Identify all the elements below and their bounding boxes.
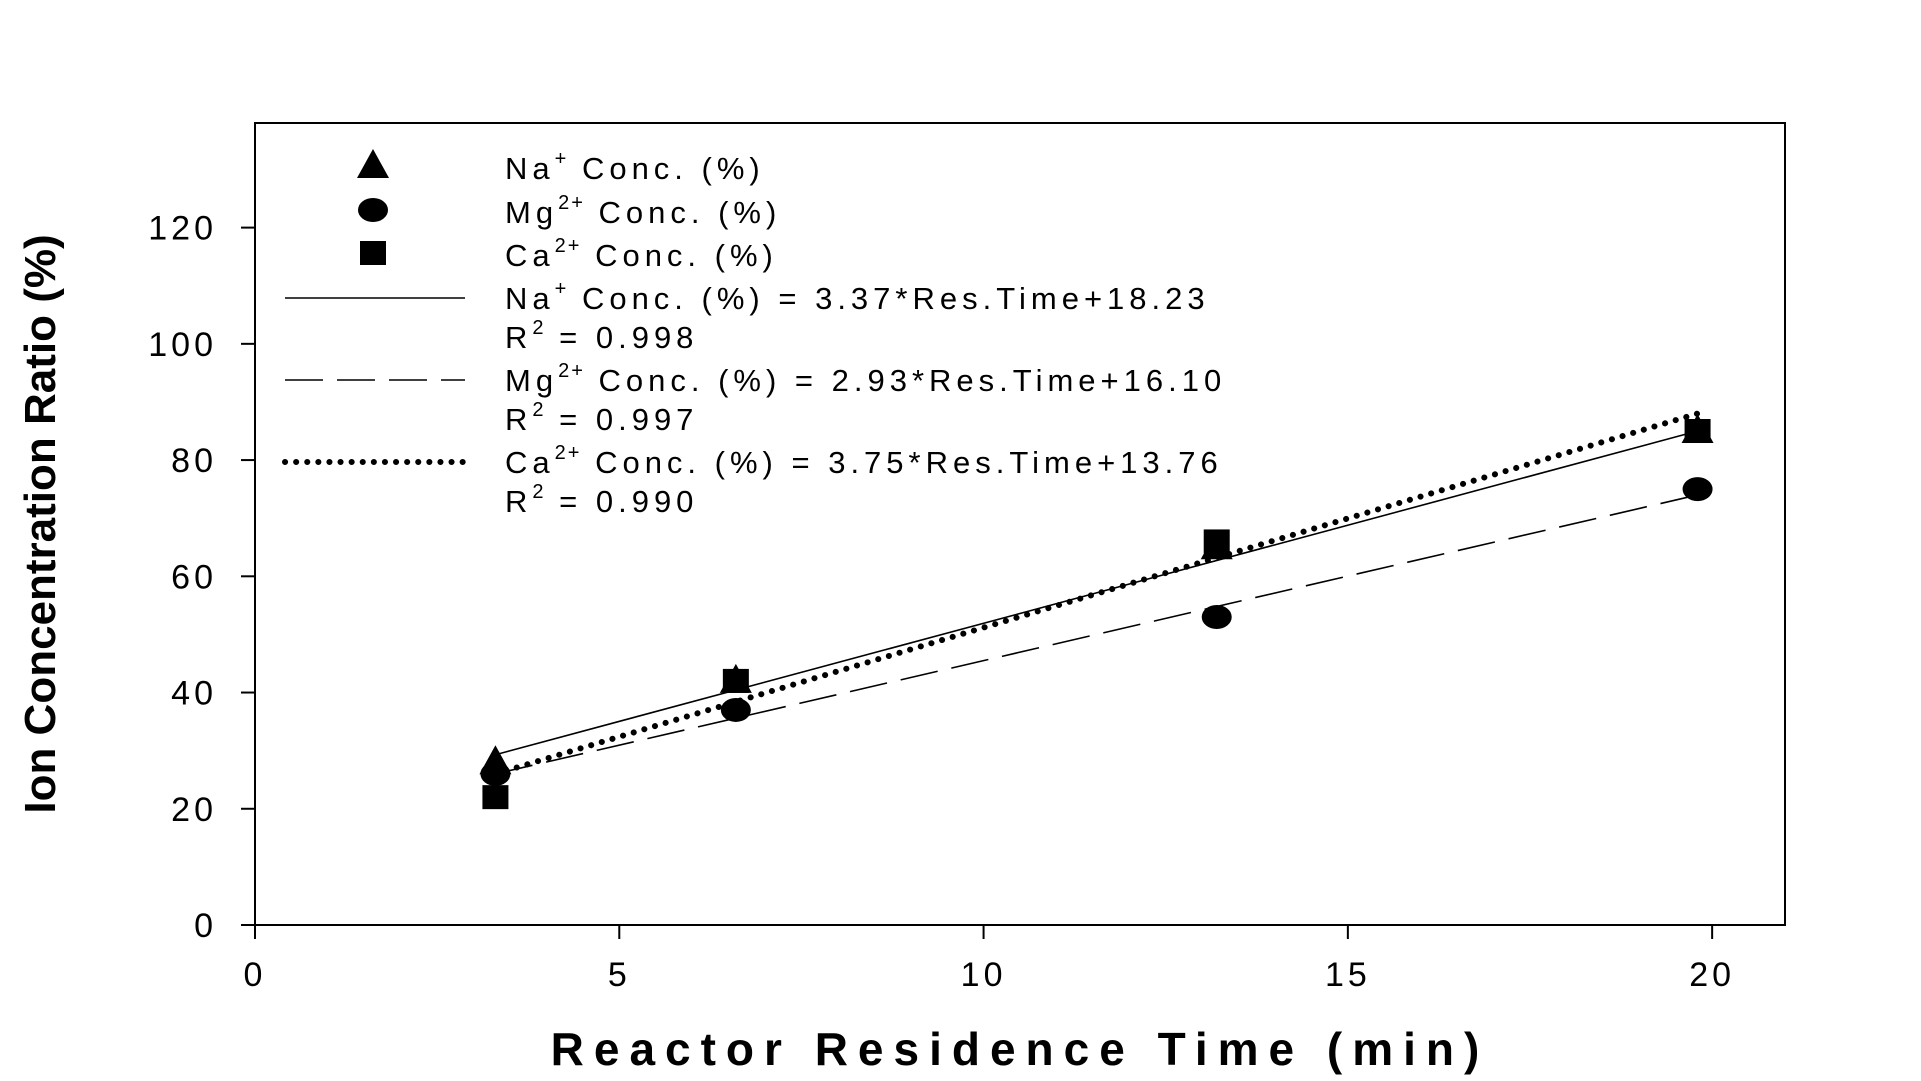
y-tick-label: 0 <box>194 907 217 945</box>
legend-label-ca: Ca2+ Conc. (%) <box>505 235 778 273</box>
y-axis-title: Ion Concentration Ratio (%) <box>16 234 65 813</box>
fit-line-ca <box>492 410 1701 777</box>
legend-marker-na <box>357 149 389 178</box>
y-tick-label: 80 <box>171 442 217 480</box>
x-tick-label: 0 <box>244 956 267 994</box>
fit-line-na <box>495 430 1698 756</box>
x-tick-label: 15 <box>1325 956 1371 994</box>
data-point-mg <box>1682 477 1713 502</box>
data-point-mg <box>480 761 511 786</box>
y-tick-label: 40 <box>171 675 217 713</box>
data-point-ca <box>1203 529 1230 554</box>
x-axis-title: Reactor Residence Time (min) <box>551 1023 1490 1075</box>
fit-lines <box>492 410 1701 777</box>
x-tick-label: 5 <box>608 956 631 994</box>
data-point-ca <box>482 785 509 810</box>
y-tick-label: 100 <box>148 326 217 364</box>
y-tick-label: 120 <box>148 210 217 248</box>
data-point-mg <box>1201 604 1232 629</box>
data-point-mg <box>720 697 751 722</box>
legend-equation-mg: Mg2+ Conc. (%) = 2.93*Res.Time+16.10 <box>505 360 1226 398</box>
legend-label-na: Na+ Conc. (%) <box>505 148 765 186</box>
y-tick-label: 20 <box>171 791 217 829</box>
legend-marker-mg <box>358 198 388 222</box>
x-tick-label: 20 <box>1689 956 1735 994</box>
data-points <box>479 414 1714 810</box>
legend-equation-na: Na+ Conc. (%) = 3.37*Res.Time+18.23 <box>505 278 1210 316</box>
legend-label-mg: Mg2+ Conc. (%) <box>505 192 781 230</box>
y-tick-label: 60 <box>171 558 217 596</box>
x-tick-label: 10 <box>961 956 1007 994</box>
fit-line-mg <box>495 494 1698 775</box>
data-point-ca <box>1684 419 1711 444</box>
legend-equation-ca: Ca2+ Conc. (%) = 3.75*Res.Time+13.76 <box>505 442 1223 480</box>
axes: 0 5 10 15 20 0 20 40 60 80 100 120 <box>148 210 1735 994</box>
data-point-ca <box>722 668 749 693</box>
legend-r2: R2 = 0.998 <box>505 317 698 355</box>
legend-r2: R2 = 0.997 <box>505 399 698 437</box>
plot-frame <box>254 122 1786 926</box>
legend-r2: R2 = 0.990 <box>505 481 698 519</box>
legend: Na+ Conc. (%) Mg2+ Conc. (%) Ca2+ Conc. (%… <box>282 148 1226 519</box>
legend-marker-ca <box>360 241 386 265</box>
